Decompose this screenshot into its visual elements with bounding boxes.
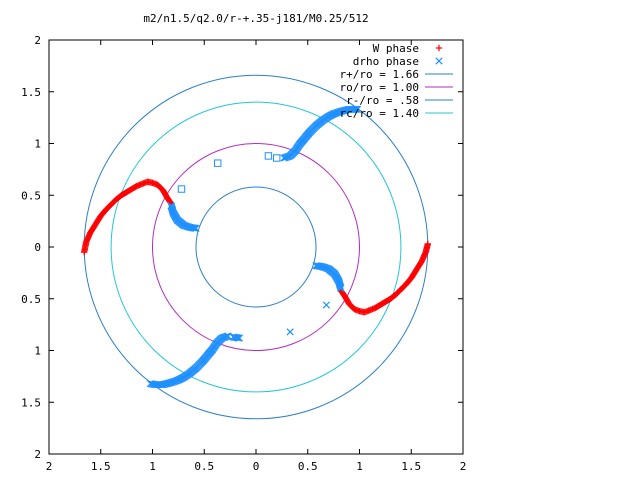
reference-circle	[110, 101, 402, 393]
data-point	[148, 380, 156, 388]
cross-marker-b	[336, 283, 345, 291]
cross-marker-b	[146, 379, 155, 388]
x-tick-label: 1	[149, 460, 156, 473]
reference-circles	[83, 74, 429, 420]
data-point	[229, 333, 237, 341]
cross-marker-b	[233, 334, 241, 342]
cross-marker-b	[337, 284, 345, 293]
legend-label: W phase	[373, 42, 419, 55]
cross-marker-b	[336, 282, 344, 290]
reference-circle	[83, 74, 429, 420]
x-tick-label: 1	[356, 460, 363, 473]
x-tick-label: 1.5	[401, 460, 421, 473]
x-tick-label: 1.5	[91, 460, 111, 473]
data-point	[352, 105, 360, 113]
data-point	[189, 224, 198, 232]
data-point	[337, 284, 345, 293]
y-tick-label: 0.5	[21, 189, 41, 202]
cross-marker-b	[168, 206, 177, 215]
cross-marker-b	[353, 105, 362, 113]
legend-label: drho phase	[353, 55, 419, 68]
x-tick-label: 2	[460, 460, 467, 473]
cross-marker-b	[169, 208, 177, 216]
x-tick-label: 0.5	[298, 460, 318, 473]
y-tick-label: 0	[34, 241, 41, 254]
legend-label: rc/ro = 1.40	[340, 107, 419, 120]
y-tick-label: 2	[34, 448, 41, 461]
data-point	[214, 159, 222, 167]
cross-marker-b	[168, 205, 176, 213]
cross-marker-b	[229, 333, 237, 341]
legend-label: r+/ro = 1.66	[340, 68, 419, 81]
legend-label: ro/ro = 1.00	[340, 81, 419, 94]
data-point	[177, 185, 186, 193]
cross-marker-b	[188, 224, 196, 232]
data-point	[353, 105, 362, 113]
legend-label: r-/ro = .58	[346, 94, 419, 107]
cross-marker-b	[352, 105, 360, 113]
cross-marker-b	[435, 57, 443, 65]
data-point	[230, 333, 239, 341]
y-tick-label: 1.5	[21, 396, 41, 409]
axis-ticks: 2 1.5 1 0.5 0 0.5 1 1.5 221.510.500.511.52	[21, 34, 466, 473]
cross-marker-b	[148, 380, 156, 388]
cross-marker-b	[191, 224, 199, 232]
cross-marker-b	[189, 224, 198, 232]
chart-title: m2/n1.5/q2.0/r-+.35-j181/M0.25/512	[143, 12, 368, 25]
reference-circle	[152, 143, 360, 351]
data-point	[146, 379, 155, 388]
cross-marker-b	[150, 381, 159, 389]
cross-marker-b	[351, 105, 359, 113]
data-point	[273, 154, 281, 162]
data-points	[80, 105, 432, 389]
legend-sample	[435, 57, 443, 65]
data-point	[336, 282, 344, 290]
cross-marker-b	[336, 281, 344, 289]
legend-sample	[435, 44, 443, 52]
data-point	[286, 328, 294, 336]
x-tick-label: 2	[46, 460, 53, 473]
x-tick-label: 0.5	[194, 460, 214, 473]
data-point	[264, 152, 273, 160]
cross-marker-b	[232, 333, 240, 342]
cross-marker-b	[230, 333, 239, 341]
y-tick-label: 0.5	[21, 293, 41, 306]
x-tick-label: 0	[253, 460, 260, 473]
y-tick-label: 1	[34, 138, 41, 151]
cross-marker-b	[286, 328, 294, 336]
data-point	[351, 105, 359, 113]
data-point	[192, 224, 200, 232]
y-tick-label: 1.5	[21, 86, 41, 99]
y-tick-label: 2	[34, 34, 41, 47]
reference-circle	[195, 186, 317, 308]
data-point	[232, 333, 240, 342]
cross-marker-b	[322, 301, 331, 309]
cross-marker-b	[317, 262, 325, 271]
cross-marker-b	[192, 224, 200, 232]
y-tick-label: 1	[34, 345, 41, 358]
data-point	[322, 301, 331, 309]
data-point	[191, 224, 199, 232]
cross-marker-b	[149, 380, 157, 388]
data-point	[336, 283, 345, 291]
